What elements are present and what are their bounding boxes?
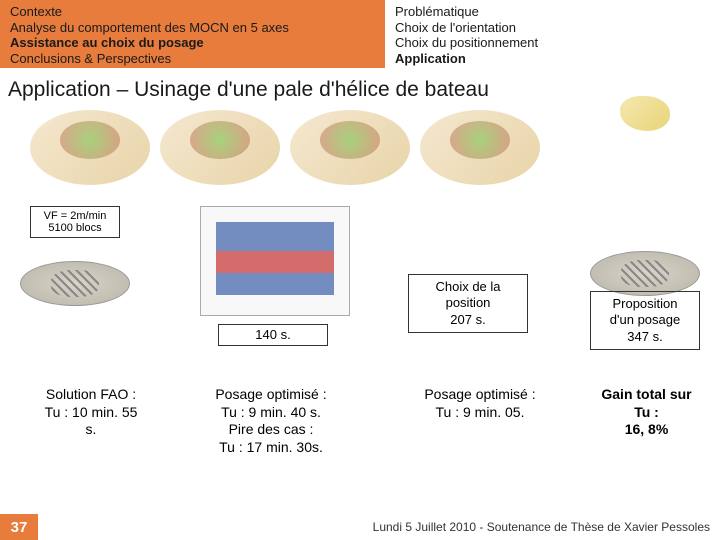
vf-value: VF = 2m/min <box>37 210 113 222</box>
nav-item-contexte: Contexte <box>10 4 375 20</box>
slide-title: Application – Usinage d'une pale d'hélic… <box>0 68 720 106</box>
posage-opt2-col: Posage optimisé : Tu : 9 min. 05. <box>400 386 560 421</box>
vf-parameters-box: VF = 2m/min 5100 blocs <box>30 206 120 238</box>
fao-l1: Solution FAO : <box>16 386 166 404</box>
footer-date-text: Lundi 5 Juillet 2010 - Soutenance de Thè… <box>373 520 710 534</box>
opt1-l2: Tu : 9 min. 40 s. <box>186 404 356 422</box>
blocs-value: 5100 blocs <box>37 222 113 234</box>
nav-item-application: Application <box>395 51 710 67</box>
optimization-chart <box>200 206 350 316</box>
nav-item-problematique: Problématique <box>395 4 710 20</box>
nav-item-positionnement: Choix du positionnement <box>395 35 710 51</box>
gain-l1: Gain total sur <box>584 386 709 404</box>
nav-item-orientation: Choix de l'orientation <box>395 20 710 36</box>
time-140-label: 140 s. <box>218 324 328 346</box>
fao-l2: Tu : 10 min. 55 <box>16 404 166 422</box>
workpiece-disk-right <box>590 251 700 296</box>
slide-footer: 37 Lundi 5 Juillet 2010 - Soutenance de … <box>0 510 720 540</box>
prop-l1: Proposition <box>595 296 695 312</box>
opt1-l3: Pire des cas : <box>186 421 356 439</box>
sphere-image-4 <box>420 110 540 185</box>
workpiece-disk-left <box>20 261 130 306</box>
posage-opt1-col: Posage optimisé : Tu : 9 min. 40 s. Pire… <box>186 386 356 456</box>
header-left-nav: Contexte Analyse du comportement des MOC… <box>0 0 385 68</box>
choix-l1: Choix de la <box>413 279 523 295</box>
gain-l2: Tu : <box>584 404 709 422</box>
sphere-image-3 <box>290 110 410 185</box>
opt2-l2: Tu : 9 min. 05. <box>400 404 560 422</box>
choix-l2: position <box>413 295 523 311</box>
opt2-l1: Posage optimisé : <box>400 386 560 404</box>
slide-content: VF = 2m/min 5100 blocs 140 s. Choix de l… <box>0 106 720 496</box>
page-number: 37 <box>0 514 38 540</box>
opt1-l4: Tu : 17 min. 30s. <box>186 439 356 457</box>
opt1-l1: Posage optimisé : <box>186 386 356 404</box>
gain-total-col: Gain total sur Tu : 16, 8% <box>584 386 709 439</box>
prop-l2: d'un posage <box>595 312 695 328</box>
slide-header: Contexte Analyse du comportement des MOC… <box>0 0 720 68</box>
nav-item-analyse: Analyse du comportement des MOCN en 5 ax… <box>10 20 375 36</box>
proposition-box: Proposition d'un posage 347 s. <box>590 291 700 350</box>
sphere-image-2 <box>160 110 280 185</box>
fao-l3: s. <box>16 421 166 439</box>
nav-item-assistance: Assistance au choix du posage <box>10 35 375 51</box>
nav-item-conclusions: Conclusions & Perspectives <box>10 51 375 67</box>
sphere-images-row <box>0 106 720 189</box>
sphere-image-1 <box>30 110 150 185</box>
gain-l3: 16, 8% <box>584 421 709 439</box>
header-right-nav: Problématique Choix de l'orientation Cho… <box>385 0 720 68</box>
solution-fao-col: Solution FAO : Tu : 10 min. 55 s. <box>16 386 166 439</box>
choix-l3: 207 s. <box>413 312 523 328</box>
prop-l3: 347 s. <box>595 329 695 345</box>
position-choice-box: Choix de la position 207 s. <box>408 274 528 333</box>
